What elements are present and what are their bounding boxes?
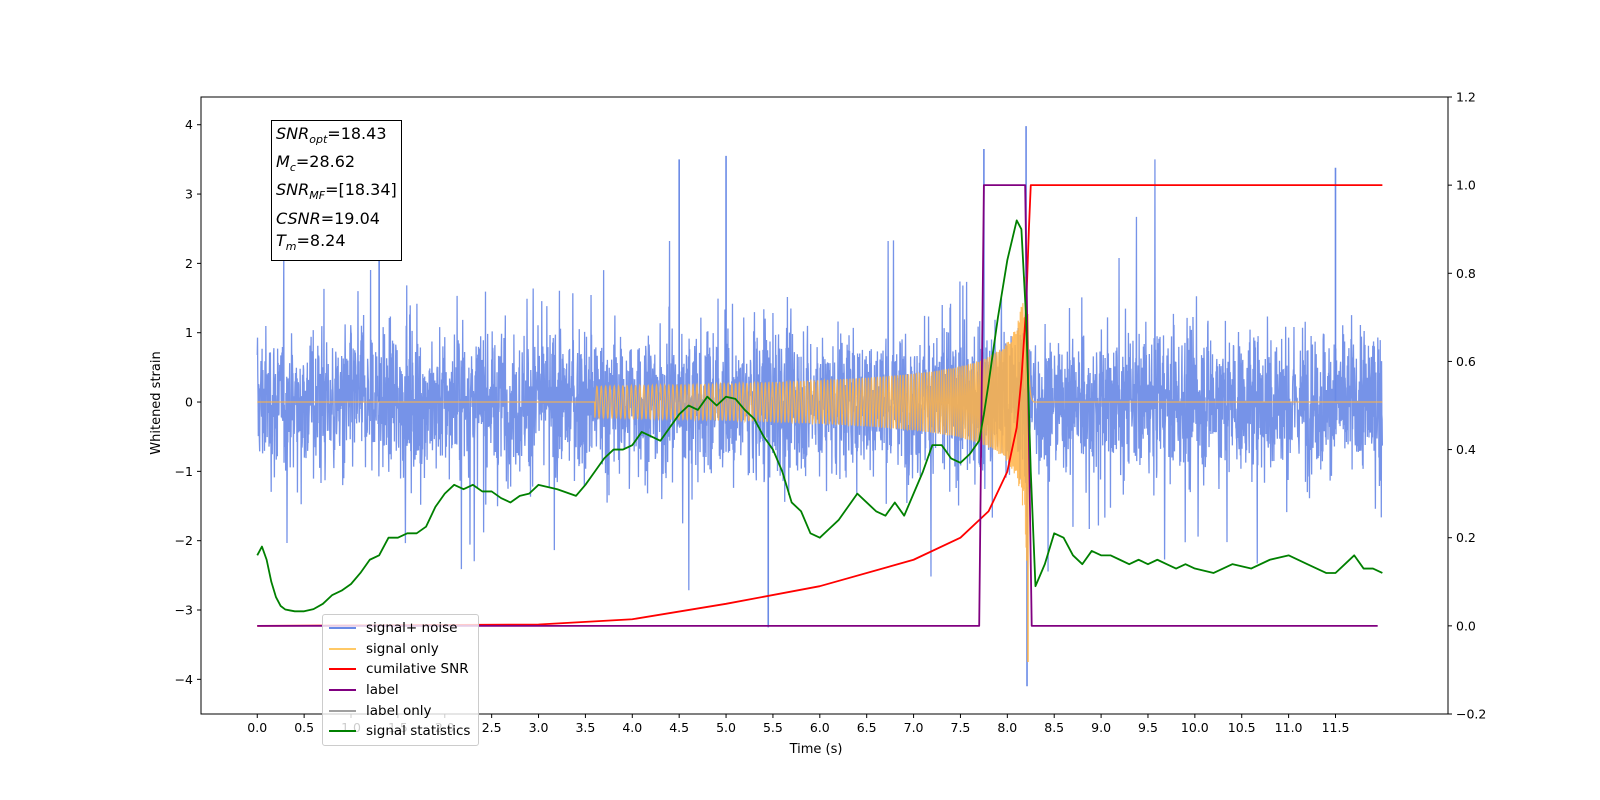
x-tick-label: 7.0 bbox=[904, 720, 924, 735]
y-tick-label-right: 0.6 bbox=[1456, 354, 1476, 369]
y-tick-label-left: −4 bbox=[175, 672, 193, 687]
x-tick-label: 10.0 bbox=[1181, 720, 1209, 735]
y-tick-label-right: −0.2 bbox=[1456, 707, 1486, 722]
x-tick-label: 5.5 bbox=[763, 720, 783, 735]
legend-label: signal+ noise bbox=[366, 620, 458, 637]
x-tick-label: 5.0 bbox=[716, 720, 736, 735]
x-tick-label: 7.5 bbox=[951, 720, 971, 735]
y-tick-label-left: 4 bbox=[185, 117, 193, 132]
x-tick-label: 11.0 bbox=[1275, 720, 1303, 735]
series-layer bbox=[256, 126, 1384, 687]
y-tick-label-left: 3 bbox=[185, 187, 193, 202]
legend-item-signal-statistics: signal statistics bbox=[323, 721, 478, 742]
legend-label: signal only bbox=[366, 640, 439, 657]
axes: 0.00.51.01.52.02.53.03.54.04.55.05.56.06… bbox=[175, 90, 1487, 736]
x-tick-label: 2.5 bbox=[482, 720, 502, 735]
legend-item-signal-only: signal only bbox=[323, 639, 478, 660]
y-tick-label-left: −1 bbox=[175, 464, 193, 479]
x-tick-label: 3.0 bbox=[529, 720, 549, 735]
x-tick-label: 9.0 bbox=[1091, 720, 1111, 735]
y-tick-label-right: 0.4 bbox=[1456, 442, 1476, 457]
legend-swatch bbox=[329, 689, 356, 692]
legend-item-label: label bbox=[323, 680, 478, 701]
label-line bbox=[257, 184, 1378, 627]
x-tick-label: 3.5 bbox=[575, 720, 595, 735]
y-tick-label-right: 0.0 bbox=[1456, 618, 1476, 633]
x-tick-label: 4.0 bbox=[622, 720, 642, 735]
csnr-line: CSNR=19.04 bbox=[276, 208, 380, 228]
y-tick-label-right: 1.2 bbox=[1456, 90, 1476, 105]
legend: signal+ noise signal only cumilative SNR… bbox=[322, 614, 479, 746]
x-tick-label: 11.5 bbox=[1322, 720, 1350, 735]
stats-annotation-box: SNRopt=18.43 Mc=28.62 SNRMF=[18.34] CSNR… bbox=[271, 120, 402, 261]
merger-time-line: Tm=8.24 bbox=[276, 230, 346, 253]
signal-only-line bbox=[257, 256, 1383, 561]
y-tick-label-left: 0 bbox=[185, 395, 193, 410]
x-tick-label: 10.5 bbox=[1228, 720, 1256, 735]
x-tick-label: 6.5 bbox=[857, 720, 877, 735]
y-tick-label-left: −3 bbox=[175, 603, 193, 618]
x-tick-label: 6.0 bbox=[810, 720, 830, 735]
y-tick-label-right: 0.2 bbox=[1456, 530, 1476, 545]
legend-swatch bbox=[329, 627, 356, 630]
y-tick-label-left: 1 bbox=[185, 325, 193, 340]
y-tick-label-left: −2 bbox=[175, 533, 193, 548]
snr-opt-line: SNRopt=18.43 bbox=[276, 124, 387, 147]
plot-area bbox=[256, 126, 1384, 687]
x-tick-label: 0.5 bbox=[294, 720, 314, 735]
y-axis-label: Whitened strain bbox=[149, 351, 164, 454]
x-axis-label: Time (s) bbox=[789, 742, 843, 757]
axes-frame bbox=[200, 96, 1449, 715]
legend-label: label bbox=[366, 682, 399, 699]
chirp-mass-line: Mc=28.62 bbox=[276, 152, 356, 175]
snr-mf-line: SNRMF=[18.34] bbox=[276, 180, 397, 203]
x-tick-label: 0.0 bbox=[247, 720, 267, 735]
x-tick-label: 8.0 bbox=[997, 720, 1017, 735]
legend-label: cumilative SNR bbox=[366, 661, 469, 678]
legend-swatch bbox=[329, 709, 356, 712]
legend-label: label only bbox=[366, 702, 432, 719]
x-tick-label: 8.5 bbox=[1044, 720, 1064, 735]
legend-swatch bbox=[329, 730, 356, 733]
legend-swatch bbox=[329, 647, 356, 650]
y-tick-label-left: 2 bbox=[185, 256, 193, 271]
x-tick-label: 9.5 bbox=[1138, 720, 1158, 735]
y-tick-label-right: 1.0 bbox=[1456, 178, 1476, 193]
legend-item-signal-noise: signal+ noise bbox=[323, 618, 478, 639]
cumulative-snr-line bbox=[257, 184, 1383, 627]
legend-label: signal statistics bbox=[366, 723, 471, 740]
signal-statistics-line bbox=[256, 219, 1383, 613]
legend-swatch bbox=[329, 668, 356, 671]
x-tick-label: 4.5 bbox=[669, 720, 689, 735]
legend-item-cumulative-snr: cumilative SNR bbox=[323, 659, 478, 680]
y-tick-label-right: 0.8 bbox=[1456, 266, 1476, 281]
legend-item-label-only: label only bbox=[323, 700, 478, 721]
